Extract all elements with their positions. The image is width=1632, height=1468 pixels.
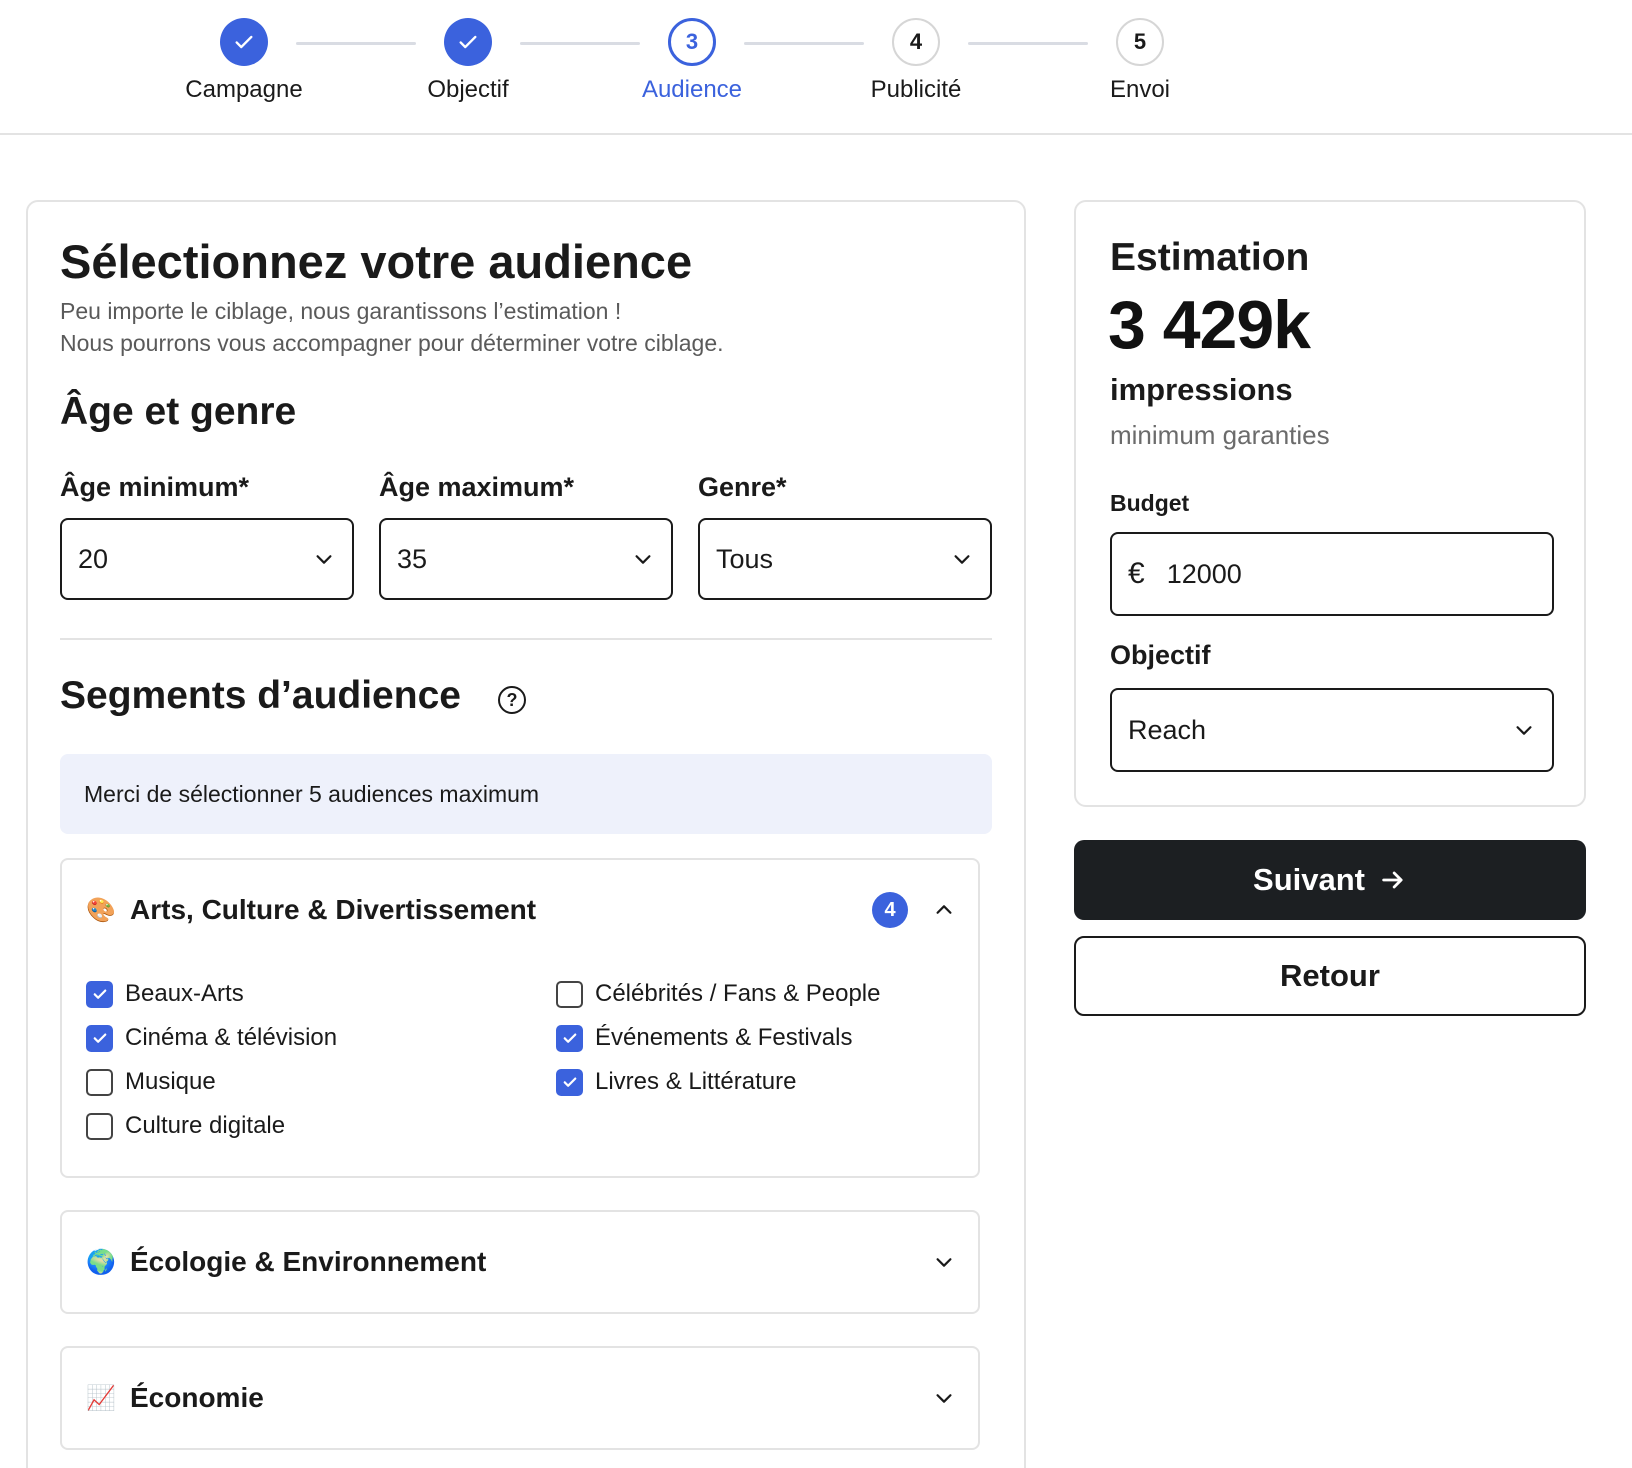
- option-label: Musique: [125, 1068, 216, 1095]
- chevron-down-icon: [950, 547, 974, 571]
- palette-icon: 🎨: [86, 896, 116, 924]
- category-title: Économie: [130, 1382, 264, 1413]
- option-cinema-television[interactable]: Cinéma & télévision: [86, 1024, 337, 1052]
- checkbox-checked[interactable]: [556, 1024, 583, 1052]
- objective-value: Reach: [1128, 714, 1207, 745]
- step-number: 3: [668, 18, 716, 66]
- stepper-connector: [296, 42, 416, 45]
- checkbox-unchecked[interactable]: [86, 1112, 113, 1140]
- option-culture-digitale[interactable]: Culture digitale: [86, 1112, 285, 1140]
- estimation-card: Estimation 3 429k impressions minimum ga…: [1074, 200, 1586, 807]
- audience-card: Sélectionnez votre audience Peu importe …: [26, 200, 1026, 1468]
- segments-info-banner: Merci de sélectionner 5 audiences maximu…: [60, 754, 992, 834]
- budget-input[interactable]: € 12000: [1110, 532, 1554, 616]
- step-label: Audience: [641, 76, 743, 103]
- option-livres-litterature[interactable]: Livres & Littérature: [556, 1068, 796, 1096]
- step-number: 4: [892, 18, 940, 66]
- budget-value: 12000: [1166, 558, 1242, 589]
- estimation-title: Estimation: [1110, 236, 1310, 279]
- category-economie[interactable]: 📈 Économie: [60, 1346, 980, 1450]
- step-envoi[interactable]: 5 Envoi: [1060, 18, 1220, 104]
- age-min-value: 20: [78, 543, 109, 574]
- checkbox-checked[interactable]: [86, 980, 113, 1008]
- estimation-note: minimum garanties: [1110, 420, 1330, 450]
- chart-increasing-icon: 📈: [86, 1384, 116, 1412]
- category-arts-culture: 🎨 Arts, Culture & Divertissement 4 Beaux…: [60, 858, 980, 1178]
- option-label: Livres & Littérature: [595, 1068, 797, 1095]
- option-beaux-arts[interactable]: Beaux-Arts: [86, 980, 244, 1008]
- option-label: Cinéma & télévision: [125, 1024, 338, 1051]
- step-audience[interactable]: 3 Audience: [612, 18, 772, 104]
- category-title: Écologie & Environnement: [130, 1246, 487, 1277]
- category-ecologie[interactable]: 🌍 Écologie & Environnement: [60, 1210, 980, 1314]
- option-label: Événements & Festivals: [595, 1024, 853, 1051]
- option-label: Culture digitale: [125, 1112, 286, 1139]
- category-header[interactable]: 🎨 Arts, Culture & Divertissement 4: [86, 860, 956, 960]
- estimation-unit: impressions: [1110, 372, 1293, 407]
- chevron-down-icon[interactable]: [932, 1386, 956, 1410]
- chevron-down-icon: [312, 547, 336, 571]
- section-divider: [60, 638, 992, 640]
- selected-count-badge: 4: [872, 892, 908, 928]
- checkbox-unchecked[interactable]: [86, 1068, 113, 1096]
- objective-select[interactable]: Reach: [1110, 688, 1554, 772]
- step-label: Publicité: [870, 76, 962, 103]
- segments-title: Segments d’audience: [60, 674, 461, 717]
- step-label: Campagne: [185, 76, 303, 103]
- stepper-connector: [744, 42, 864, 45]
- next-button-label: Suivant: [1253, 862, 1365, 897]
- checkbox-unchecked[interactable]: [556, 980, 583, 1008]
- chevron-down-icon[interactable]: [932, 1250, 956, 1274]
- checkbox-checked[interactable]: [556, 1068, 583, 1096]
- next-button[interactable]: Suivant: [1074, 840, 1586, 920]
- check-icon: [220, 18, 268, 66]
- option-evenements-festivals[interactable]: Événements & Festivals: [556, 1024, 852, 1052]
- question-circle-icon[interactable]: ?: [498, 686, 526, 714]
- chevron-down-icon: [1512, 718, 1536, 742]
- step-publicite[interactable]: 4 Publicité: [836, 18, 996, 104]
- category-header[interactable]: 📈 Économie: [86, 1348, 956, 1448]
- chevron-up-icon[interactable]: [932, 898, 956, 922]
- stepper-connector: [520, 42, 640, 45]
- segments-info-text: Merci de sélectionner 5 audiences maximu…: [84, 780, 540, 807]
- age-max-label: Âge maximum*: [379, 472, 575, 502]
- option-celebrites[interactable]: Célébrités / Fans & People: [556, 980, 880, 1008]
- gender-value: Tous: [716, 543, 774, 574]
- category-header[interactable]: 🌍 Écologie & Environnement: [86, 1212, 956, 1312]
- euro-icon: €: [1128, 557, 1145, 590]
- step-label: Objectif: [427, 76, 509, 103]
- option-label: Beaux-Arts: [125, 980, 244, 1007]
- step-objectif[interactable]: Objectif: [388, 18, 548, 104]
- chevron-down-icon: [631, 547, 655, 571]
- step-label: Envoi: [1109, 76, 1171, 103]
- page-title: Sélectionnez votre audience: [60, 235, 693, 288]
- age-gender-title: Âge et genre: [60, 390, 297, 433]
- globe-icon: 🌍: [86, 1248, 116, 1276]
- checkbox-checked[interactable]: [86, 1024, 113, 1052]
- step-number: 5: [1116, 18, 1164, 66]
- gender-select[interactable]: Tous: [698, 518, 992, 600]
- back-button[interactable]: Retour: [1074, 936, 1586, 1016]
- gender-label: Genre*: [698, 472, 787, 502]
- progress-stepper: Campagne Objectif 3 Audience 4 Publicité…: [0, 0, 1632, 135]
- option-label: Célébrités / Fans & People: [595, 980, 881, 1007]
- option-musique[interactable]: Musique: [86, 1068, 216, 1096]
- budget-label: Budget: [1110, 490, 1190, 516]
- estimation-value: 3 429k: [1108, 287, 1311, 363]
- age-min-label: Âge minimum*: [60, 472, 250, 502]
- age-max-value: 35: [397, 543, 428, 574]
- back-button-label: Retour: [1280, 958, 1380, 993]
- step-campagne[interactable]: Campagne: [164, 18, 324, 104]
- objective-label: Objectif: [1110, 640, 1211, 670]
- age-min-select[interactable]: 20: [60, 518, 354, 600]
- subtitle-line-2: Nous pourrons vous accompagner pour déte…: [60, 330, 724, 356]
- stepper-connector: [968, 42, 1088, 45]
- category-title: Arts, Culture & Divertissement: [130, 894, 537, 925]
- subtitle-line-1: Peu importe le ciblage, nous garantisson…: [60, 298, 622, 324]
- check-icon: [444, 18, 492, 66]
- age-max-select[interactable]: 35: [379, 518, 673, 600]
- arrow-right-icon: [1379, 866, 1407, 894]
